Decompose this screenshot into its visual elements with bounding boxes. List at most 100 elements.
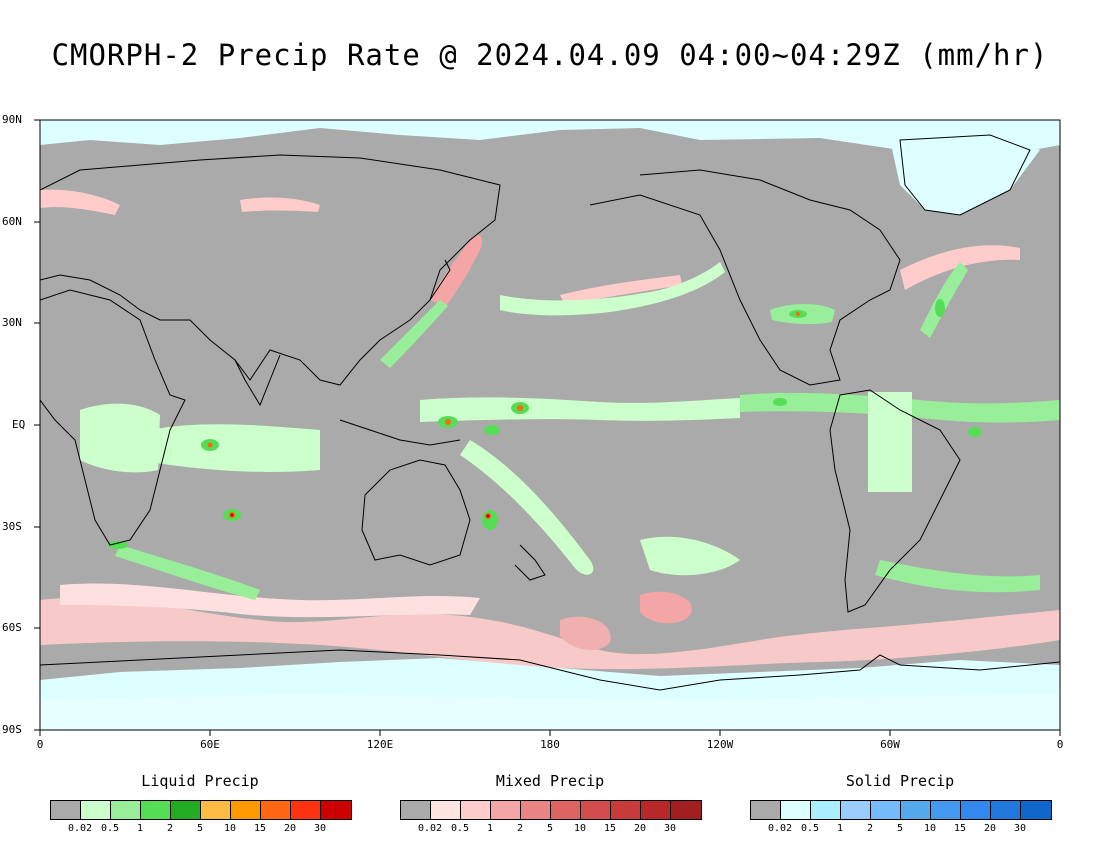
legend-tick-label: 10: [923, 823, 937, 834]
legend-swatch: [51, 801, 81, 819]
legend-tick-label: 1: [136, 823, 144, 834]
lat-label-90n: 90N: [2, 113, 22, 126]
legend-swatch: [491, 801, 521, 819]
legend-tick-label: 5: [896, 823, 904, 834]
coastlines: [40, 134, 1060, 691]
mixed-storm-pacific: [640, 591, 692, 624]
lon-label-60w: 60W: [880, 738, 900, 751]
coast-antarctica: [40, 649, 1060, 691]
legend-swatch: [231, 801, 261, 819]
coast-japan: [429, 259, 451, 301]
lon-label-120w: 120W: [706, 738, 734, 751]
mixed-band-south-2: [60, 583, 480, 618]
legend-tick-label: 15: [603, 823, 617, 834]
legend-bar-liquid: [50, 800, 352, 820]
legend-swatch: [111, 801, 141, 819]
legend-swatch: [611, 801, 641, 819]
legend-swatch: [751, 801, 781, 819]
legend-swatch: [901, 801, 931, 819]
legend-swatch: [551, 801, 581, 819]
legend-swatch: [841, 801, 871, 819]
legend-bar-solid: [750, 800, 1052, 820]
intense-cells: [207, 312, 800, 519]
lon-label-180: 180: [540, 738, 560, 751]
antarctic-snow-inner: [40, 694, 1060, 730]
lon-label-120e: 120E: [366, 738, 394, 751]
legend-swatch: [321, 801, 351, 819]
legend-tick-label: 5: [196, 823, 204, 834]
legend-swatch: [811, 801, 841, 819]
legend-tick-label: 1: [836, 823, 844, 834]
legend-tick-label: 30: [1013, 823, 1027, 834]
coast-new-zealand: [514, 544, 546, 581]
mixed-kamchatka-band: [430, 235, 483, 306]
legend-swatch: [171, 801, 201, 819]
legend-swatch: [461, 801, 491, 819]
legend-swatch: [141, 801, 171, 819]
legend-tick-label: 15: [953, 823, 967, 834]
legend-tick-label: 20: [633, 823, 647, 834]
coast-greenland: [899, 134, 1031, 216]
coast-north-america: [589, 169, 901, 386]
legend-title-solid: Solid Precip: [845, 772, 955, 790]
legend-tick-label: 15: [253, 823, 267, 834]
coast-africa: [40, 289, 186, 546]
legend-swatch: [641, 801, 671, 819]
legend-tick-label: 0.02: [67, 823, 93, 834]
legend-tick-label: 20: [983, 823, 997, 834]
liquid-atlantic-front: [920, 262, 968, 338]
liquid-south-indian-front: [115, 545, 260, 600]
mixed-siberia: [240, 197, 320, 212]
liquid-itcz-pacific: [420, 397, 740, 422]
legend-tick-label: 2: [166, 823, 174, 834]
legend-swatch: [781, 801, 811, 819]
lat-label-30s: 30S: [2, 520, 22, 533]
legend-swatch: [521, 801, 551, 819]
arctic-snow-band: [40, 120, 1060, 160]
lon-label-0-end: 0: [1056, 738, 1064, 751]
legend-tick-label: 1: [486, 823, 494, 834]
liquid-south-atlantic-front: [875, 560, 1040, 593]
legend-tick-label: 0.02: [417, 823, 443, 834]
liquid-indian-ocean: [150, 424, 320, 473]
lat-label-30n: 30N: [2, 316, 22, 329]
mixed-band-south-1: [40, 597, 1060, 670]
legend-title-mixed: Mixed Precip: [495, 772, 605, 790]
legend-swatch: [991, 801, 1021, 819]
legend-tick-label: 2: [866, 823, 874, 834]
lon-label-0: 0: [36, 738, 44, 751]
lat-label-eq: EQ: [12, 418, 26, 431]
legend-tick-label: 0.5: [450, 823, 470, 834]
liquid-north-pacific-arc: [500, 262, 725, 316]
map-title: CMORPH-2 Precip Rate @ 2024.04.09 04:00~…: [51, 38, 1049, 72]
greenland-snow: [890, 135, 1040, 215]
lat-label-90s: 90S: [2, 723, 22, 736]
mixed-north-pacific: [560, 275, 682, 305]
mixed-north-atlantic: [900, 245, 1020, 290]
legend-tick-label: 2: [516, 823, 524, 834]
axis-ticks: [34, 119, 1061, 736]
legend-tick-label: 10: [223, 823, 237, 834]
legend-tick-label: 5: [546, 823, 554, 834]
legend-swatch: [431, 801, 461, 819]
legend-swatch: [81, 801, 111, 819]
legend-tick-label: 0.5: [100, 823, 120, 834]
legend-tick-label: 10: [573, 823, 587, 834]
legend-tick-label: 0.02: [767, 823, 793, 834]
legend-tick-label: 30: [313, 823, 327, 834]
liquid-africa: [80, 403, 160, 473]
legend-swatch: [261, 801, 291, 819]
mixed-storm-south-pac: [560, 616, 611, 650]
liquid-southeast-pacific: [640, 536, 740, 576]
legend-swatch: [961, 801, 991, 819]
liquid-amazon-box: [868, 392, 912, 492]
legend-tick-label: 0.5: [800, 823, 820, 834]
coast-australia: [361, 459, 471, 566]
legend-swatch: [931, 801, 961, 819]
legend-swatch: [1021, 801, 1051, 819]
legend-title-liquid: Liquid Precip: [141, 772, 259, 790]
liquid-south-pacific-cz: [460, 440, 594, 575]
extreme-cells: [230, 513, 490, 518]
legend-swatch: [671, 801, 701, 819]
legend-swatch: [401, 801, 431, 819]
